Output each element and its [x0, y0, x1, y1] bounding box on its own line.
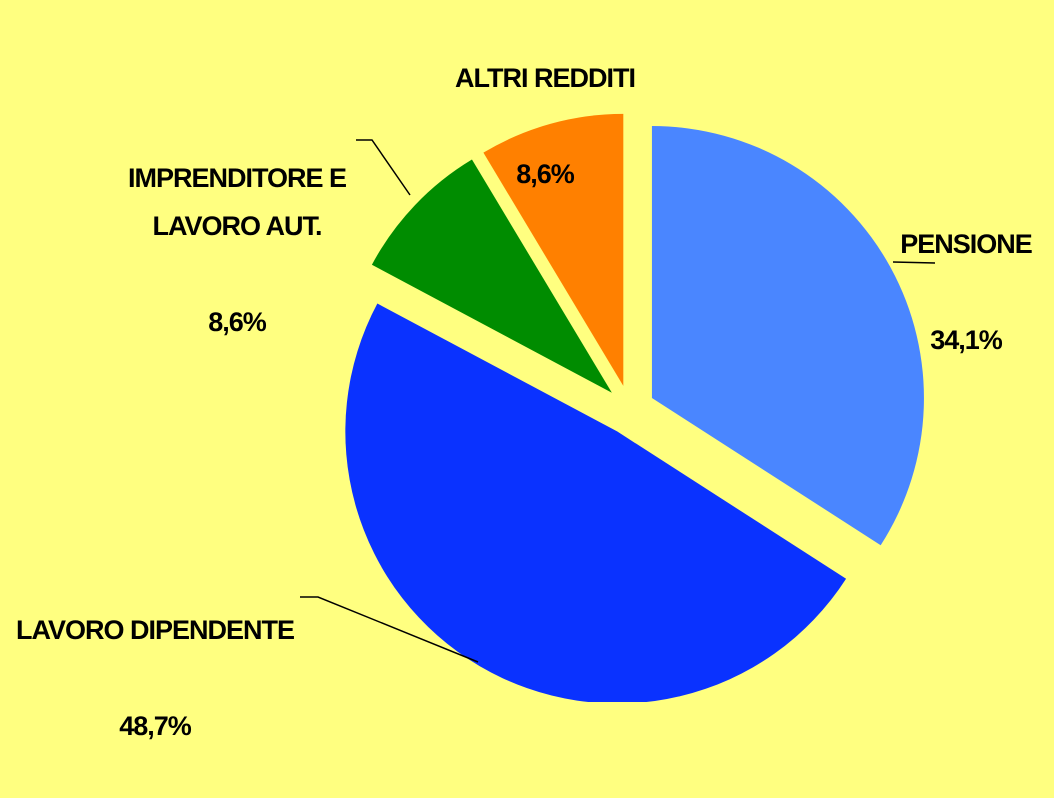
slice-label: IMPRENDITORE E LAVORO AUT. 8,6% [127, 106, 347, 394]
value-label: 8,6% [516, 159, 575, 189]
slices [345, 113, 924, 702]
leader-line [892, 261, 936, 264]
value-label: 34,1% [930, 325, 1003, 355]
leader-line [300, 596, 479, 663]
category-label: LAVORO DIPENDENTE [15, 615, 295, 645]
leader-line [356, 139, 411, 196]
slice [345, 303, 847, 702]
category-label: PENSIONE [900, 229, 1033, 259]
category-label: IMPRENDITORE E LAVORO AUT. [127, 163, 347, 241]
slice [483, 113, 624, 386]
page: PENSIONE 34,1% LAVORO DIPENDENTE 48,7% I… [15, 6, 1033, 741]
slice-label: ALTRI REDDITI 8,6% [455, 6, 636, 246]
value-label: 8,6% [208, 307, 267, 337]
chart [300, 113, 936, 702]
slice [371, 159, 612, 393]
category-label: ALTRI REDDITI [455, 63, 636, 93]
slice-label: LAVORO DIPENDENTE 48,7% [15, 558, 295, 798]
slice-label: PENSIONE 34,1% [900, 172, 1033, 412]
slice [651, 126, 924, 546]
value-label: 48,7% [119, 711, 192, 741]
